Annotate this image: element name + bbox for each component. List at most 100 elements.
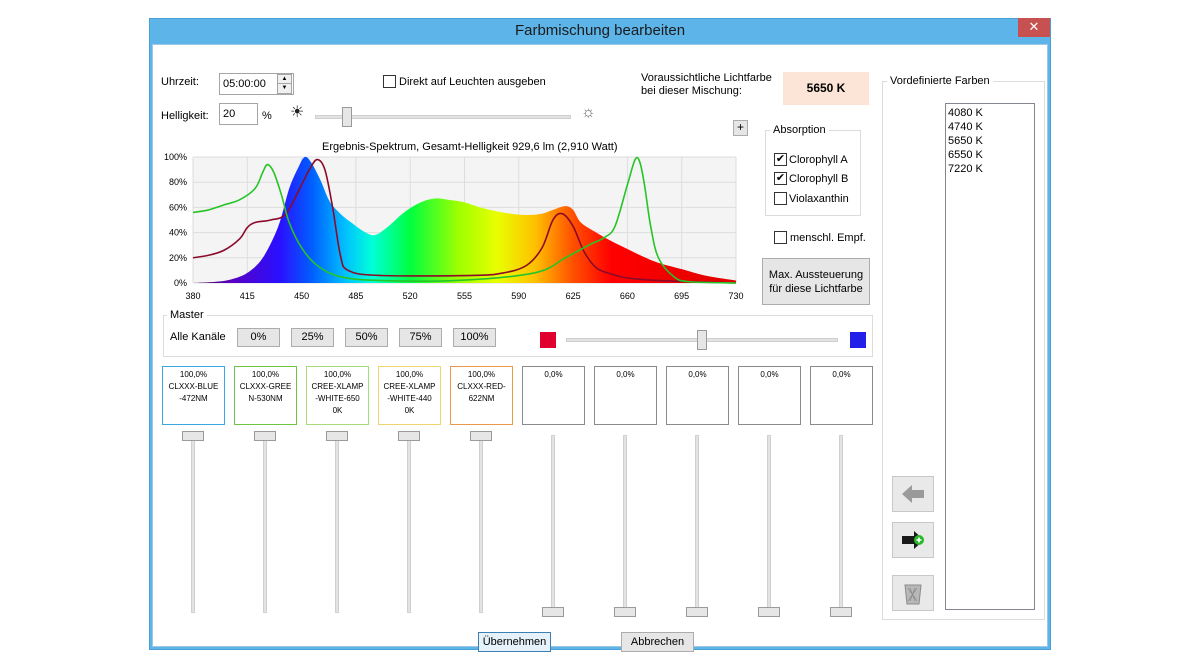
x-tick-label: 660: [620, 291, 635, 301]
channel-percent: 100,0%: [467, 370, 496, 379]
apply-button[interactable]: Übernehmen: [478, 632, 551, 652]
brightness-slider-thumb[interactable]: [342, 107, 353, 127]
master-75-button[interactable]: 75%: [399, 328, 442, 347]
list-item[interactable]: 4080 K: [948, 107, 983, 119]
clorophyll-b-checkbox[interactable]: ✔: [774, 172, 787, 185]
channel-slider-track[interactable]: [623, 435, 627, 613]
master-title: Master: [167, 309, 207, 321]
x-tick-label: 625: [566, 291, 581, 301]
arrow-left-icon: [902, 485, 924, 503]
channel-box[interactable]: 0,0%: [738, 366, 801, 425]
spin-down-icon[interactable]: ▼: [277, 84, 292, 94]
channel-box[interactable]: 100,0% CLXXX-BLUE -472NM: [162, 366, 225, 425]
channel-slider-track[interactable]: [695, 435, 699, 613]
predefined-title: Vordefinierte Farben: [887, 75, 993, 87]
y-tick-label: 100%: [164, 152, 187, 162]
move-left-button[interactable]: [892, 476, 934, 512]
human-perception-checkbox[interactable]: [774, 231, 787, 244]
channel-box[interactable]: 100,0% CREE-XLAMP -WHITE-440 0K: [378, 366, 441, 425]
predefined-list[interactable]: 4080 K 4740 K 5650 K 6550 K 7220 K: [945, 103, 1035, 610]
violaxanthin-label: Violaxanthin: [789, 193, 849, 205]
violaxanthin-checkbox[interactable]: [774, 192, 787, 205]
brightness-slider-track[interactable]: [315, 115, 571, 119]
time-input[interactable]: 05:00:00: [219, 73, 294, 95]
channel-slider-track[interactable]: [551, 435, 555, 613]
channel-slider-thumb[interactable]: [686, 607, 708, 617]
channel-label: CLXXX-GREE: [239, 382, 292, 391]
channel-label: -WHITE-650: [315, 394, 360, 403]
channel-box[interactable]: 0,0%: [666, 366, 729, 425]
direct-output-checkbox[interactable]: [383, 75, 396, 88]
channel-percent: 0,0%: [616, 370, 635, 379]
dialog-content: Uhrzeit: 05:00:00 ▲ ▼ Direkt auf Leuchte…: [152, 44, 1048, 652]
channel-box[interactable]: 100,0% CLXXX-RED- 622NM: [450, 366, 513, 425]
master-25-button[interactable]: 25%: [291, 328, 334, 347]
channel-slider-track[interactable]: [839, 435, 843, 613]
max-level-line2: für diese Lichtfarbe: [769, 283, 863, 295]
channel-label: -472NM: [179, 394, 208, 403]
x-tick-label: 380: [185, 291, 200, 301]
channel-slider-track[interactable]: [263, 435, 267, 613]
channel-box[interactable]: 0,0%: [810, 366, 873, 425]
red-swatch-icon: [540, 332, 556, 348]
channel-slider-thumb[interactable]: [182, 431, 204, 441]
master-50-button[interactable]: 50%: [345, 328, 388, 347]
list-item[interactable]: 4740 K: [948, 121, 983, 133]
brightness-value: 20: [223, 108, 236, 120]
human-perception-label: menschl. Empf.: [790, 232, 866, 244]
list-item[interactable]: 7220 K: [948, 163, 983, 175]
close-button[interactable]: ✕: [1018, 18, 1050, 37]
expand-plus-button[interactable]: +: [733, 120, 748, 136]
cancel-button[interactable]: Abbrechen: [621, 632, 694, 652]
channel-slider-thumb[interactable]: [254, 431, 276, 441]
channel-percent: 0,0%: [688, 370, 707, 379]
x-tick-label: 555: [457, 291, 472, 301]
channel-slider-thumb[interactable]: [470, 431, 492, 441]
master-0-button[interactable]: 0%: [237, 328, 280, 347]
channel-box[interactable]: 100,0% CLXXX-GREE N-530NM: [234, 366, 297, 425]
channel-box[interactable]: 100,0% CREE-XLAMP -WHITE-650 0K: [306, 366, 369, 425]
brightness-input[interactable]: 20: [219, 103, 258, 125]
spin-up-icon[interactable]: ▲: [277, 74, 292, 84]
x-tick-label: 520: [403, 291, 418, 301]
clorophyll-a-checkbox[interactable]: ✔: [774, 153, 787, 166]
absorption-title: Absorption: [770, 124, 829, 136]
title-bar: Farbmischung bearbeiten ✕: [150, 18, 1050, 44]
all-channels-label: Alle Kanäle: [170, 331, 226, 343]
channel-slider-track[interactable]: [479, 435, 483, 613]
channel-slider-track[interactable]: [407, 435, 411, 613]
channel-box[interactable]: 0,0%: [522, 366, 585, 425]
channel-percent: 100,0%: [251, 370, 280, 379]
max-level-line1: Max. Aussteuerung: [768, 269, 864, 281]
y-axis-ticks: 0% 20% 40% 60% 80% 100%: [164, 152, 187, 288]
channel-slider-track[interactable]: [767, 435, 771, 613]
list-item[interactable]: 6550 K: [948, 149, 983, 161]
forecast-label-line1: Voraussichtliche Lichtfarbe: [641, 72, 772, 84]
channel-slider-thumb[interactable]: [326, 431, 348, 441]
time-spinner[interactable]: ▲ ▼: [277, 74, 292, 94]
time-value: 05:00:00: [223, 78, 266, 90]
channel-slider-thumb[interactable]: [614, 607, 636, 617]
channel-label: CLXXX-BLUE: [168, 382, 219, 391]
forecast-label: Voraussichtliche Lichtfarbe bei dieser M…: [641, 72, 772, 98]
add-right-button[interactable]: [892, 522, 934, 558]
series-line: [192, 156, 737, 284]
channel-slider-track[interactable]: [191, 435, 195, 613]
channel-slider-thumb[interactable]: [830, 607, 852, 617]
brightness-unit: %: [262, 110, 272, 122]
channel-slider-thumb[interactable]: [542, 607, 564, 617]
delete-button[interactable]: [892, 575, 934, 611]
channel-label: CLXXX-RED-: [457, 382, 506, 391]
channel-slider-thumb[interactable]: [758, 607, 780, 617]
master-100-button[interactable]: 100%: [453, 328, 496, 347]
blue-swatch-icon: [850, 332, 866, 348]
x-tick-label: 415: [240, 291, 255, 301]
y-tick-label: 80%: [169, 177, 187, 187]
color-mix-slider-thumb[interactable]: [697, 330, 707, 350]
channel-slider-thumb[interactable]: [398, 431, 420, 441]
list-item[interactable]: 5650 K: [948, 135, 983, 147]
max-level-button[interactable]: Max. Aussteuerung für diese Lichtfarbe: [762, 258, 870, 305]
channel-box[interactable]: 0,0%: [594, 366, 657, 425]
channel-slider-track[interactable]: [335, 435, 339, 613]
channel-label: 0K: [404, 406, 415, 415]
